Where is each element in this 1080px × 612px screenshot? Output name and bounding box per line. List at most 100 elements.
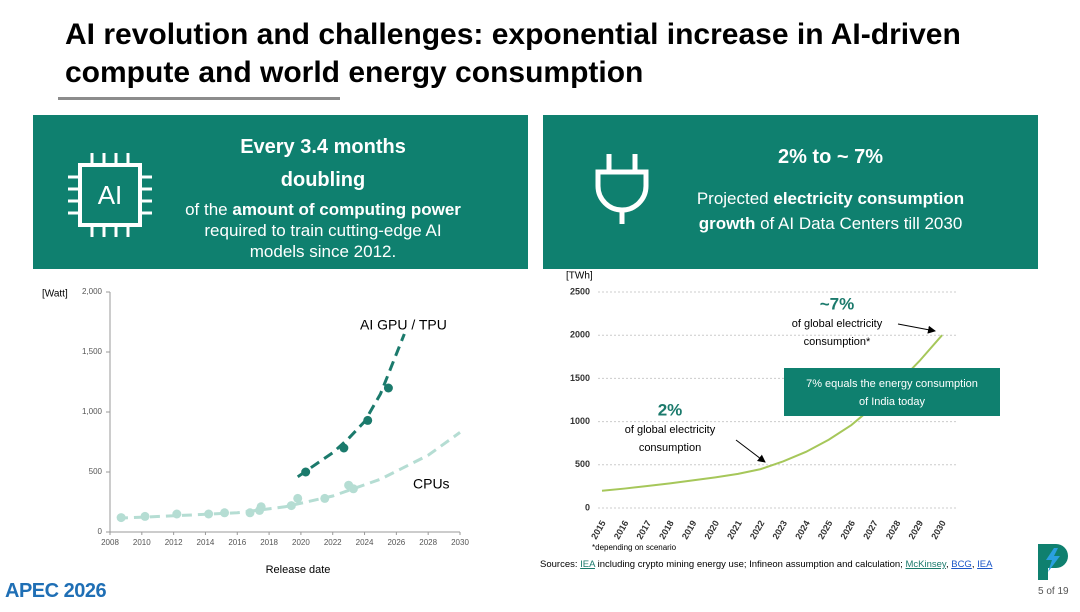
annotation-headline: ~7% <box>820 294 855 313</box>
y-axis-label: [Watt] <box>42 289 68 300</box>
x-tick-label: 2020 <box>702 519 721 541</box>
annotation-text: consumption <box>639 442 701 454</box>
text: Projected <box>696 189 774 208</box>
icon-label: AI <box>98 180 123 210</box>
x-tick-label: 2030 <box>929 519 948 541</box>
annotation-text: of global electricity <box>625 424 716 436</box>
x-tick-label: 2008 <box>101 538 119 547</box>
company-logo <box>1038 544 1068 580</box>
text: including crypto mining energy use; Infi… <box>594 559 906 570</box>
x-tick-label: 2015 <box>589 519 608 541</box>
point <box>245 508 255 518</box>
text: required to train cutting-edge AI models… <box>204 221 442 261</box>
headline: doubling <box>280 169 366 191</box>
point <box>172 509 182 519</box>
arrow <box>897 323 936 334</box>
point <box>383 383 393 393</box>
x-tick-label: 2022 <box>748 519 767 541</box>
annotation-text: consumption* <box>804 336 871 348</box>
trend-line <box>296 333 406 479</box>
page-number: 5 of 19 <box>1038 586 1069 597</box>
y-tick-label: 0 <box>585 502 590 512</box>
text: , <box>945 559 952 570</box>
text: of the <box>185 200 233 219</box>
y-tick-label: 500 <box>89 467 103 476</box>
point <box>320 493 330 503</box>
chip-icon: AI <box>68 153 152 237</box>
point <box>363 415 373 425</box>
series-label: CPUs <box>413 476 450 492</box>
point <box>204 509 214 519</box>
point <box>255 505 265 515</box>
point <box>301 467 311 477</box>
x-tick-label: 2028 <box>884 519 903 541</box>
point <box>339 443 349 453</box>
x-tick-label: 2030 <box>451 538 469 547</box>
annotation-text: of global electricity <box>792 318 883 330</box>
text: of AI Data Centers till 2030 <box>755 214 963 233</box>
x-tick-label: 2020 <box>292 538 310 547</box>
sources: Sources: IEA including crypto mining ene… <box>540 559 992 570</box>
point <box>116 513 126 523</box>
y-tick-label: 500 <box>575 459 590 469</box>
y-axis-label: [TWh] <box>566 271 593 282</box>
panel: AI Every 3.4 months doubling of the amou… <box>33 115 528 269</box>
note: *depending on scenario <box>592 543 677 552</box>
point <box>286 501 296 511</box>
x-tick-label: 2012 <box>165 538 183 547</box>
text: Sources: <box>540 559 581 570</box>
y-tick-label: 1,500 <box>82 347 103 356</box>
text-bold: electricity consumption growth <box>698 189 965 233</box>
point <box>293 493 303 503</box>
y-tick-label: 2000 <box>570 330 590 340</box>
event-logo: APEC 2026 <box>5 580 107 602</box>
x-axis-label: Release date <box>266 564 331 576</box>
x-tick-label: 2018 <box>657 519 676 541</box>
point <box>140 511 150 521</box>
x-tick-label: 2024 <box>793 519 812 541</box>
x-tick-label: 2027 <box>861 519 880 541</box>
x-tick-label: 2014 <box>197 538 215 547</box>
y-tick-label: 2500 <box>570 286 590 296</box>
link[interactable]: IEA <box>580 559 595 570</box>
text: , <box>971 559 978 570</box>
title-rule <box>58 97 340 100</box>
trend-line <box>117 431 461 520</box>
point <box>220 508 230 518</box>
title: AI revolution and challenges: exponentia… <box>65 18 961 89</box>
link[interactable]: BCG <box>951 559 972 570</box>
series-label: AI GPU / TPU <box>360 317 447 333</box>
callout-text: 7% equals the energy consumption <box>806 378 978 390</box>
y-tick-label: 1500 <box>570 373 590 383</box>
x-tick-label: 2016 <box>612 519 631 541</box>
x-tick-label: 2028 <box>419 538 437 547</box>
arrow <box>735 439 766 463</box>
y-tick-label: 1,000 <box>82 407 103 416</box>
point <box>348 484 358 494</box>
x-tick-label: 2026 <box>387 538 405 547</box>
x-tick-label: 2016 <box>228 538 246 547</box>
y-tick-label: 0 <box>98 527 103 536</box>
link[interactable]: IEA <box>977 559 993 570</box>
x-tick-label: 2025 <box>816 519 835 541</box>
x-tick-label: 2021 <box>725 519 744 541</box>
y-tick-label: 1000 <box>570 416 590 426</box>
headline: 2% to ~ 7% <box>777 146 884 168</box>
text-bold: amount of computing power <box>232 200 461 219</box>
plug-icon <box>595 154 649 224</box>
x-tick-label: 2018 <box>260 538 278 547</box>
y-tick-label: 2,000 <box>82 287 103 296</box>
callout-text: of India today <box>859 396 926 408</box>
x-tick-label: 2022 <box>324 538 342 547</box>
x-tick-label: 2029 <box>906 519 925 541</box>
x-tick-label: 2023 <box>770 519 789 541</box>
x-tick-label: 2010 <box>133 538 151 547</box>
link[interactable]: McKinsey <box>905 559 946 570</box>
x-tick-label: 2019 <box>680 519 699 541</box>
x-tick-label: 2024 <box>356 538 374 547</box>
panel: 2% to ~ 7% Projected electricity consump… <box>543 115 1038 269</box>
x-tick-label: 2017 <box>634 519 653 541</box>
annotation-headline: 2% <box>658 400 683 419</box>
